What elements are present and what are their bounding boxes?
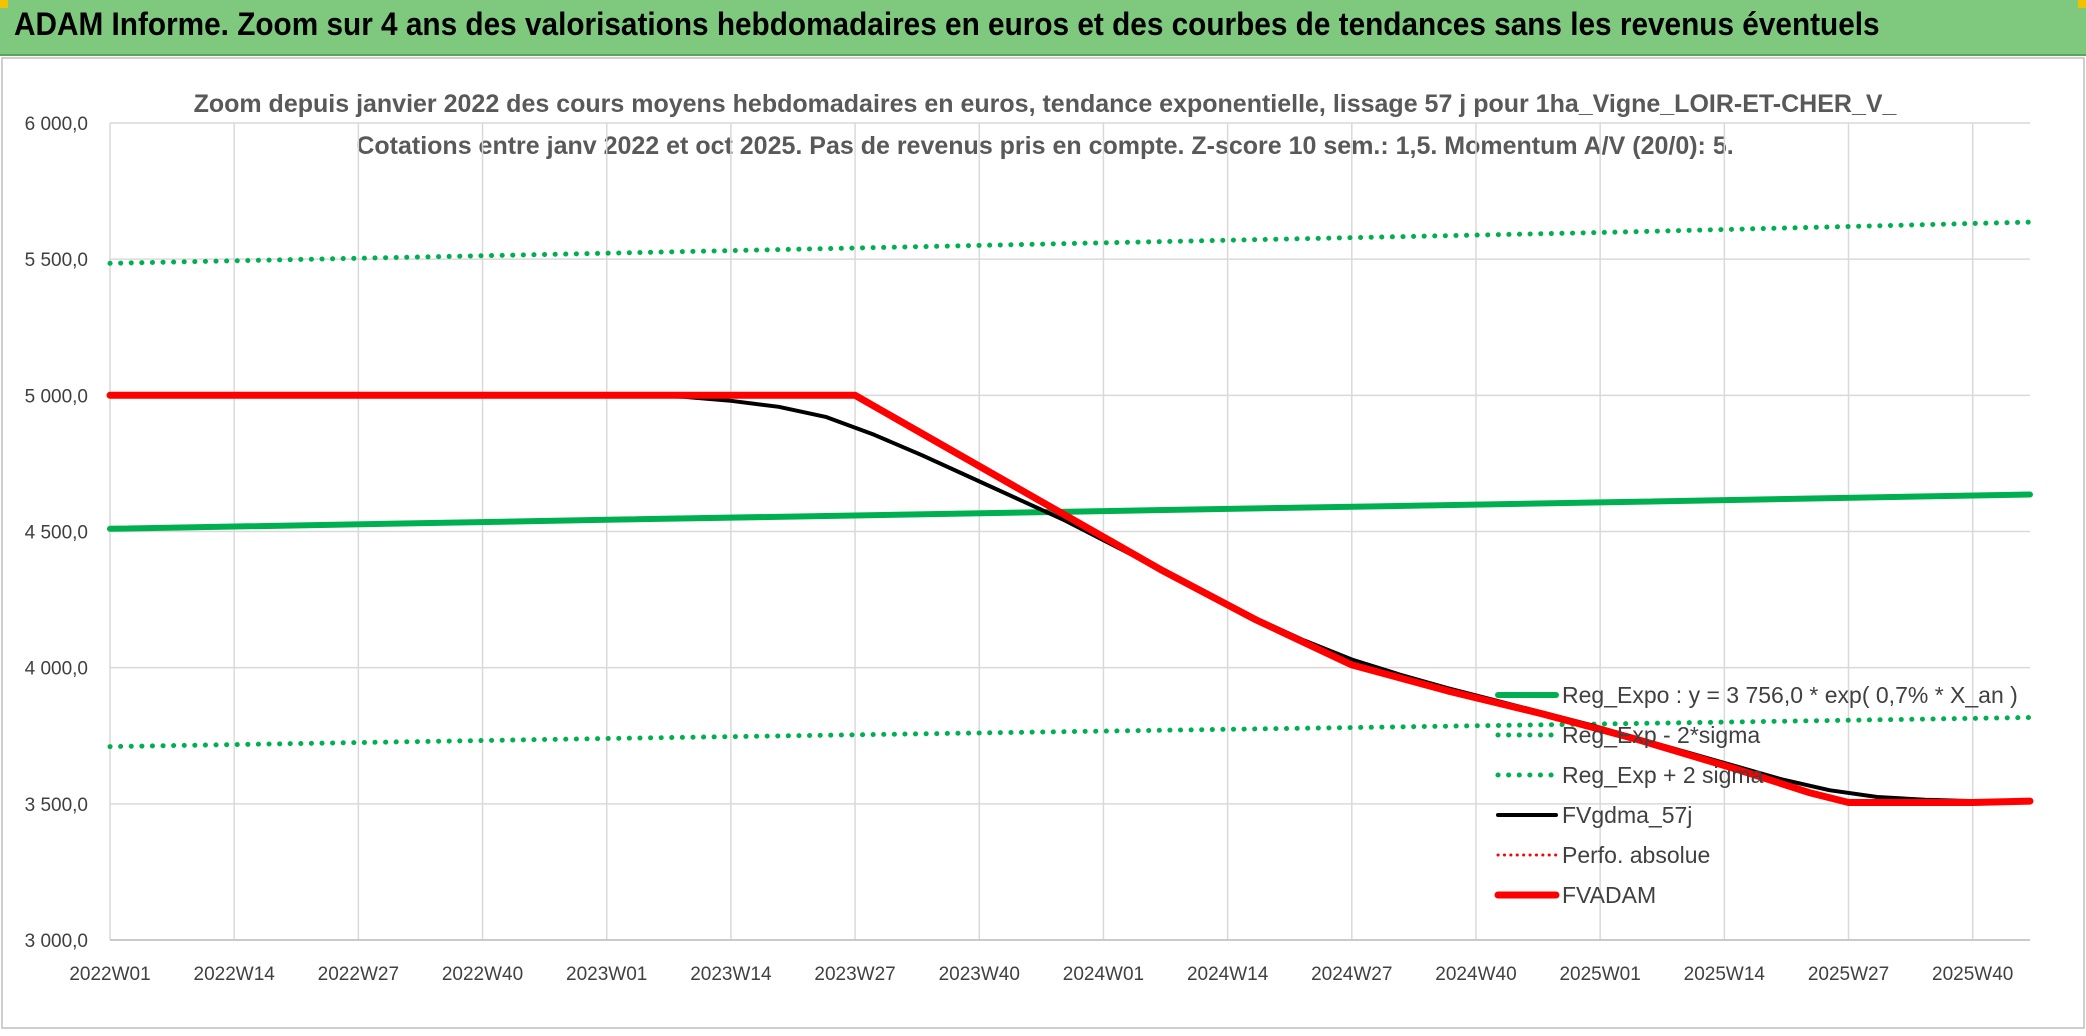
y-tick-label: 6 000,0 (25, 114, 88, 135)
series-line-1 (107, 715, 2033, 750)
x-tick-label: 2022W01 (69, 964, 150, 985)
x-tick-label: 2023W14 (690, 964, 772, 985)
legend-label: FVADAM (1562, 882, 1656, 908)
report-title: ADAM Informe. Zoom sur 4 ans des valoris… (14, 6, 1880, 42)
x-tick-label: 2024W01 (1063, 964, 1144, 985)
legend-label: FVgdma_57j (1562, 802, 1692, 828)
y-tick-label: 5 000,0 (25, 386, 88, 407)
x-tick-label: 2022W27 (318, 964, 399, 985)
x-tick-label: 2023W01 (566, 964, 647, 985)
y-tick-label: 3 000,0 (25, 931, 88, 952)
chart-area: Zoom depuis janvier 2022 des cours moyen… (0, 56, 2086, 1031)
y-tick-label: 4 500,0 (25, 523, 88, 544)
corner-mark (0, 0, 8, 8)
legend-label: Reg_Exp - 2*sigma (1562, 722, 1760, 748)
x-tick-label: 2025W01 (1559, 964, 1640, 985)
x-tick-label: 2024W27 (1311, 964, 1392, 985)
x-tick-label: 2023W27 (814, 964, 895, 985)
x-tick-label: 2025W27 (1808, 964, 1889, 985)
x-tick-label: 2023W40 (939, 964, 1020, 985)
line-chart: Zoom depuis janvier 2022 des cours moyen… (1, 57, 2085, 1029)
x-tick-label: 2022W40 (442, 964, 523, 985)
x-tick-label: 2024W14 (1187, 964, 1269, 985)
legend-label: Reg_Expo : y = 3 756,0 * exp( 0,7% * X_a… (1562, 682, 2018, 708)
x-tick-label: 2025W40 (1932, 964, 2013, 985)
x-tick-label: 2022W14 (194, 964, 276, 985)
series-line-2 (107, 219, 2033, 266)
y-tick-label: 5 500,0 (25, 250, 88, 271)
y-tick-label: 4 000,0 (25, 659, 88, 680)
chart-title: Zoom depuis janvier 2022 des cours moyen… (194, 90, 1898, 118)
chart-frame (1, 57, 2085, 1029)
report-header-banner: ADAM Informe. Zoom sur 4 ans des valoris… (0, 0, 2086, 56)
series-line-5 (106, 391, 2034, 806)
chart-subtitle: Cotations entre janv 2022 et oct 2025. P… (356, 132, 1733, 160)
legend-label: Reg_Exp + 2 sigma (1562, 762, 1764, 788)
x-tick-label: 2025W14 (1684, 964, 1766, 985)
x-tick-label: 2024W40 (1435, 964, 1516, 985)
corner-mark (2078, 0, 2086, 8)
legend-label: Perfo. absolue (1562, 842, 1710, 868)
series-line-0 (107, 491, 2033, 532)
y-tick-label: 3 500,0 (25, 795, 88, 816)
